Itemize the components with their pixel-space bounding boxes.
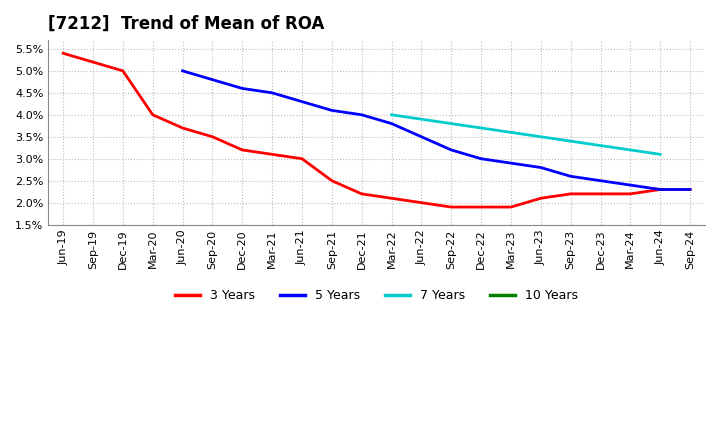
Text: [7212]  Trend of Mean of ROA: [7212] Trend of Mean of ROA [48, 15, 325, 33]
Legend: 3 Years, 5 Years, 7 Years, 10 Years: 3 Years, 5 Years, 7 Years, 10 Years [170, 284, 583, 307]
